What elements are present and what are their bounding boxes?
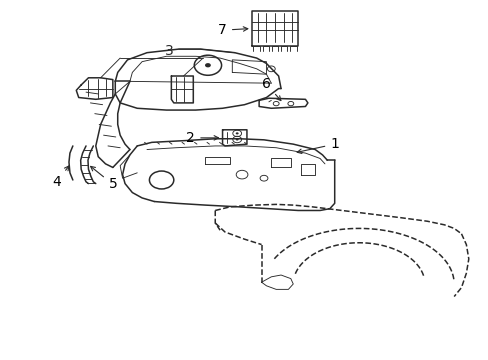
Circle shape xyxy=(235,138,238,140)
Circle shape xyxy=(235,132,238,134)
Text: 5: 5 xyxy=(90,166,117,191)
Text: 4: 4 xyxy=(52,166,69,189)
Text: 1: 1 xyxy=(297,137,339,153)
Text: 3: 3 xyxy=(164,44,173,58)
Circle shape xyxy=(204,63,210,67)
Text: 7: 7 xyxy=(218,23,247,37)
Text: 2: 2 xyxy=(186,131,218,145)
Text: 6: 6 xyxy=(262,77,280,100)
